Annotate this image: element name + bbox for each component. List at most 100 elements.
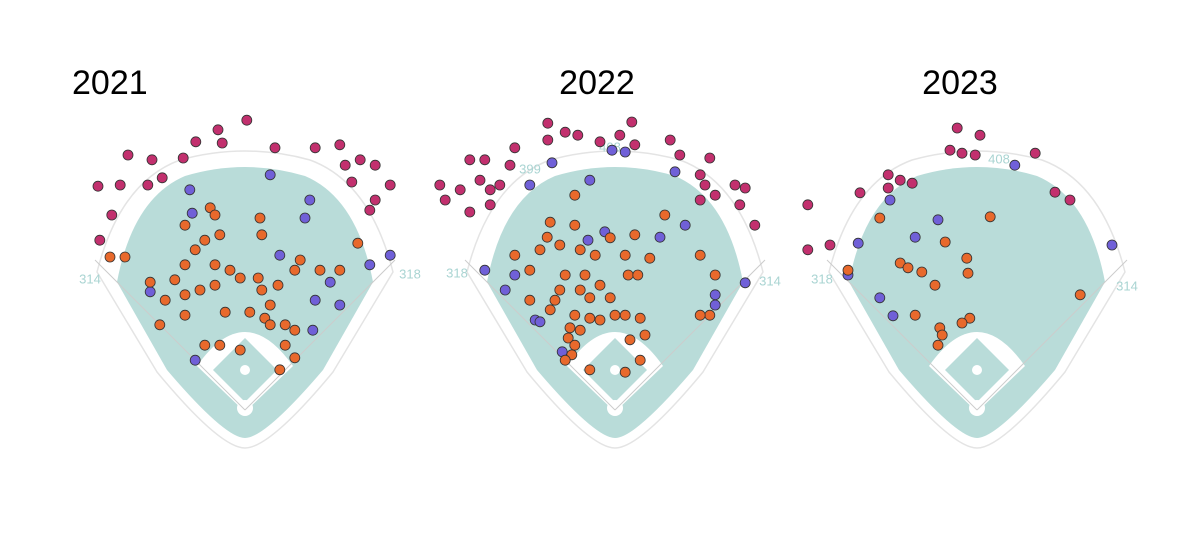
hit-point <box>709 189 721 201</box>
hit-point <box>122 149 134 161</box>
hit-point <box>694 169 706 181</box>
hit-point <box>582 234 594 246</box>
hit-point <box>932 339 944 351</box>
hit-point <box>694 249 706 261</box>
hit-point <box>852 237 864 249</box>
hit-point <box>119 251 131 263</box>
hit-point <box>209 259 221 271</box>
hit-point <box>802 199 814 211</box>
hit-point <box>939 236 951 248</box>
hit-point <box>929 279 941 291</box>
hit-point <box>659 209 671 221</box>
hit-point <box>559 126 571 138</box>
hit-point <box>699 179 711 191</box>
hit-point <box>524 179 536 191</box>
hit-point <box>189 244 201 256</box>
hit-point <box>916 266 928 278</box>
foul-line <box>614 259 766 411</box>
hit-point <box>584 312 596 324</box>
hit-point <box>189 354 201 366</box>
fence-distance: 314 <box>759 273 781 288</box>
hit-point <box>606 144 618 156</box>
hit-point <box>624 334 636 346</box>
fence-distance: 314 <box>1116 278 1138 293</box>
hit-point <box>569 219 581 231</box>
hit-point <box>984 211 996 223</box>
hit-point <box>964 312 976 324</box>
hit-point <box>1009 159 1021 171</box>
hit-point <box>534 244 546 256</box>
hit-point <box>734 199 746 211</box>
hit-point <box>619 309 631 321</box>
hit-point <box>274 249 286 261</box>
hit-point <box>594 314 606 326</box>
hit-point <box>214 339 226 351</box>
hit-point <box>951 122 963 134</box>
hit-point <box>1074 289 1086 301</box>
hit-point <box>474 174 486 186</box>
hit-point <box>194 284 206 296</box>
hit-point <box>749 219 761 231</box>
hit-point <box>264 169 276 181</box>
chart-title: 2023 <box>922 64 998 102</box>
hit-point <box>524 294 536 306</box>
hit-point <box>604 232 616 244</box>
hit-point <box>842 264 854 276</box>
mound <box>610 365 620 375</box>
hit-point <box>369 159 381 171</box>
home-plate <box>607 400 623 416</box>
hit-point <box>384 179 396 191</box>
hit-point <box>216 137 228 149</box>
field <box>117 167 373 438</box>
hit-point <box>584 292 596 304</box>
hit-point <box>559 354 571 366</box>
hit-point <box>564 322 576 334</box>
hit-point <box>569 189 581 201</box>
hit-point <box>179 309 191 321</box>
hit-point <box>144 276 156 288</box>
hit-point <box>541 231 553 243</box>
hit-point <box>569 339 581 351</box>
fence-distance: 318 <box>446 265 468 280</box>
hit-point <box>574 324 586 336</box>
hit-point <box>256 284 268 296</box>
hit-point <box>369 194 381 206</box>
hit-point <box>1049 186 1061 198</box>
hit-point <box>902 262 914 274</box>
foul-line <box>464 259 616 411</box>
chart-title: 2021 <box>72 64 148 102</box>
field-outline <box>96 150 394 449</box>
hit-point <box>177 152 189 164</box>
home-plate <box>237 400 253 416</box>
hit-point <box>594 279 606 291</box>
hit-point <box>289 324 301 336</box>
hit-point <box>279 319 291 331</box>
hit-point <box>906 177 918 189</box>
hit-point <box>664 134 676 146</box>
hit-point <box>709 289 721 301</box>
hit-point <box>956 147 968 159</box>
hit-point <box>484 199 496 211</box>
fence-distance: 314 <box>79 271 101 286</box>
hit-point <box>632 269 644 281</box>
hit-point <box>1029 147 1041 159</box>
hit-point <box>209 209 221 221</box>
fence-distance: 399 <box>519 161 541 176</box>
hit-point <box>299 212 311 224</box>
hit-point <box>554 284 566 296</box>
hit-point <box>144 286 156 298</box>
hit-point <box>887 310 899 322</box>
hit-point <box>199 339 211 351</box>
hit-point <box>824 239 836 251</box>
hit-point <box>244 306 256 318</box>
hit-point <box>654 231 666 243</box>
hit-point <box>542 117 554 129</box>
hit-point <box>739 277 751 289</box>
hit-point <box>339 159 351 171</box>
fence-distance: 318 <box>399 266 421 281</box>
hit-point <box>179 289 191 301</box>
hit-point <box>574 244 586 256</box>
hit-point <box>484 184 496 196</box>
hit-point <box>562 332 574 344</box>
hit-point <box>106 209 118 221</box>
